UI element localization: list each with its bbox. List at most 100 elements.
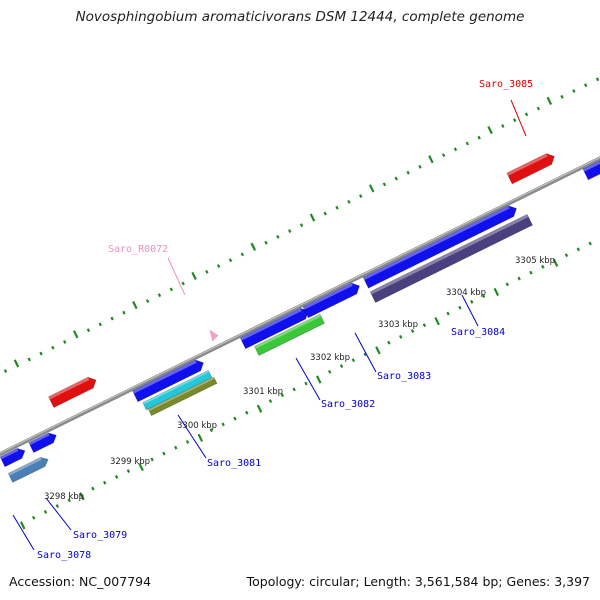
scale-labels: 3298 kbp 3299 kbp 3300 kbp 3301 kbp 3302… xyxy=(44,256,555,502)
tick-mark xyxy=(162,451,166,456)
tick-mark xyxy=(268,399,273,403)
tick-mark xyxy=(382,182,387,187)
gene-label-saro-3085[interactable]: Saro_3085 xyxy=(479,79,533,90)
topology-summary: Topology: circular; Length: 3,561,584 bp… xyxy=(246,574,590,589)
tick-mark xyxy=(517,276,521,281)
tick-mark xyxy=(541,264,545,269)
label-leader-line xyxy=(354,332,377,373)
tick-mark xyxy=(470,299,474,304)
tick-mark xyxy=(458,305,462,310)
tick-mark xyxy=(572,89,576,93)
label-leader-line xyxy=(12,514,35,551)
tick-mark xyxy=(524,112,529,117)
tick-mark xyxy=(126,469,131,473)
tick-mark xyxy=(441,153,446,158)
tick-mark xyxy=(505,282,509,287)
tick-mark xyxy=(536,106,541,111)
tick-mark xyxy=(501,124,505,128)
gene-feature[interactable] xyxy=(7,455,50,483)
gene-feature[interactable] xyxy=(302,280,362,319)
tick-mark xyxy=(181,281,185,286)
tick-mark xyxy=(39,351,43,356)
tick-mark xyxy=(276,234,280,239)
gene-feature[interactable] xyxy=(142,369,213,411)
tick-mark xyxy=(233,416,237,421)
gene-feature[interactable] xyxy=(132,357,206,403)
tick-mark xyxy=(299,223,304,228)
gene-label-saro-3078[interactable]: Saro_3078 xyxy=(37,550,91,561)
scale-label: 3304 kbp xyxy=(446,288,486,298)
tick-mark xyxy=(588,241,592,246)
tick-mark xyxy=(399,334,403,339)
tick-mark xyxy=(43,509,48,514)
tick-mark xyxy=(465,141,470,146)
tick-mark xyxy=(481,294,486,298)
gene-feature[interactable] xyxy=(28,430,59,453)
tick-mark xyxy=(13,359,20,368)
tick-mark xyxy=(576,247,581,252)
tick-mark xyxy=(114,474,119,479)
gene-feature[interactable] xyxy=(369,213,533,303)
tick-mark xyxy=(327,369,332,374)
tick-mark xyxy=(138,462,144,472)
gene-features xyxy=(0,151,600,483)
gene-label-saro-3079[interactable]: Saro_3079 xyxy=(73,530,127,541)
tick-mark xyxy=(584,83,588,88)
gene-label-saro-3084[interactable]: Saro_3084 xyxy=(451,327,505,338)
label-leader-line xyxy=(45,497,72,531)
tick-mark xyxy=(19,521,26,530)
tick-mark xyxy=(103,480,107,485)
scale-label: 3300 kbp xyxy=(177,421,217,431)
tick-mark xyxy=(363,352,367,357)
tick-mark xyxy=(339,364,344,368)
gene-label-saro-3082[interactable]: Saro_3082 xyxy=(321,399,375,410)
gene-label-saro-3081[interactable]: Saro_3081 xyxy=(207,458,261,469)
tick-mark xyxy=(240,252,245,257)
tick-mark xyxy=(315,375,322,384)
gene-feature[interactable] xyxy=(147,376,218,417)
gene-feature[interactable] xyxy=(254,313,325,356)
tick-mark xyxy=(67,498,71,503)
scale-label: 3305 kbp xyxy=(515,256,555,266)
scale-label: 3299 kbp xyxy=(110,457,150,467)
tick-mark xyxy=(368,184,375,193)
tick-mark xyxy=(359,194,363,198)
gene-feature[interactable] xyxy=(48,375,98,408)
tick-mark xyxy=(406,170,410,175)
gene-feature[interactable] xyxy=(506,151,557,185)
scale-label: 3302 kbp xyxy=(310,353,350,363)
scale-label: 3301 kbp xyxy=(243,387,283,397)
tick-mark xyxy=(410,329,415,333)
tick-mark xyxy=(185,439,190,444)
gene-feature[interactable] xyxy=(362,203,519,289)
tick-mark xyxy=(304,381,308,386)
gene-feature[interactable] xyxy=(582,156,600,181)
gene-feature[interactable] xyxy=(0,446,27,468)
label-leader-line xyxy=(167,257,186,296)
tick-mark xyxy=(595,77,600,82)
gene-label-saro-r0072[interactable]: Saro_R0072 xyxy=(108,244,168,255)
label-leader-line xyxy=(510,99,527,137)
tick-mark xyxy=(27,357,31,362)
tick-mark xyxy=(560,94,564,99)
tick-mark xyxy=(351,358,356,363)
tick-mark xyxy=(552,258,559,267)
tick-mark xyxy=(98,322,102,327)
tick-mark xyxy=(191,271,197,280)
tick-mark xyxy=(157,293,162,298)
tick-mark xyxy=(434,317,440,326)
tick-mark xyxy=(422,323,427,328)
tick-marks xyxy=(3,77,600,530)
scale-label: 3298 kbp xyxy=(44,492,84,502)
tick-mark xyxy=(564,253,569,258)
tick-mark xyxy=(250,242,257,251)
gene-label-saro-3083[interactable]: Saro_3083 xyxy=(377,371,431,382)
tick-mark xyxy=(512,118,517,123)
tick-mark xyxy=(3,369,8,373)
tick-mark xyxy=(205,269,209,274)
gene-feature[interactable] xyxy=(239,306,311,350)
tick-mark xyxy=(446,311,450,316)
tick-mark xyxy=(375,346,381,355)
label-leader-line xyxy=(177,414,207,459)
rrna-feature[interactable] xyxy=(209,329,219,342)
